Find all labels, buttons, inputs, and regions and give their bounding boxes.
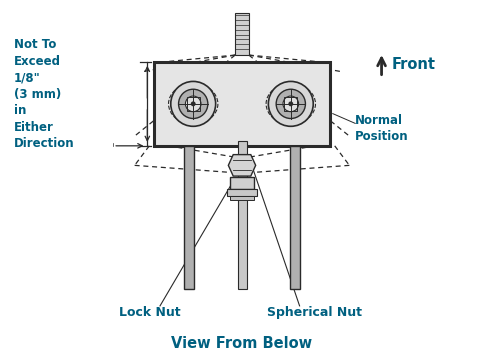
Text: Spherical Nut: Spherical Nut [267, 306, 362, 319]
Bar [230, 196, 254, 201]
Bar [284, 97, 298, 110]
Bar [230, 177, 254, 189]
Circle shape [179, 89, 208, 119]
Text: Lock Nut: Lock Nut [120, 306, 181, 319]
Text: Normal
Position: Normal Position [355, 114, 409, 143]
Bar [184, 146, 194, 289]
Circle shape [268, 81, 313, 126]
Circle shape [171, 81, 216, 126]
Bar [227, 189, 257, 196]
Bar [290, 146, 300, 289]
Bar [235, 13, 249, 55]
Circle shape [185, 96, 201, 112]
Text: Front: Front [392, 57, 435, 72]
Text: View From Below: View From Below [171, 336, 313, 351]
Polygon shape [228, 155, 256, 176]
Bar [154, 62, 330, 146]
Circle shape [283, 96, 299, 112]
Text: Not To
Exceed
1/8"
(3 mm)
in
Either
Direction: Not To Exceed 1/8" (3 mm) in Either Dire… [14, 38, 74, 151]
Circle shape [191, 102, 196, 106]
Circle shape [288, 102, 293, 106]
Bar [186, 97, 200, 110]
Bar [238, 141, 247, 289]
Circle shape [276, 89, 305, 119]
